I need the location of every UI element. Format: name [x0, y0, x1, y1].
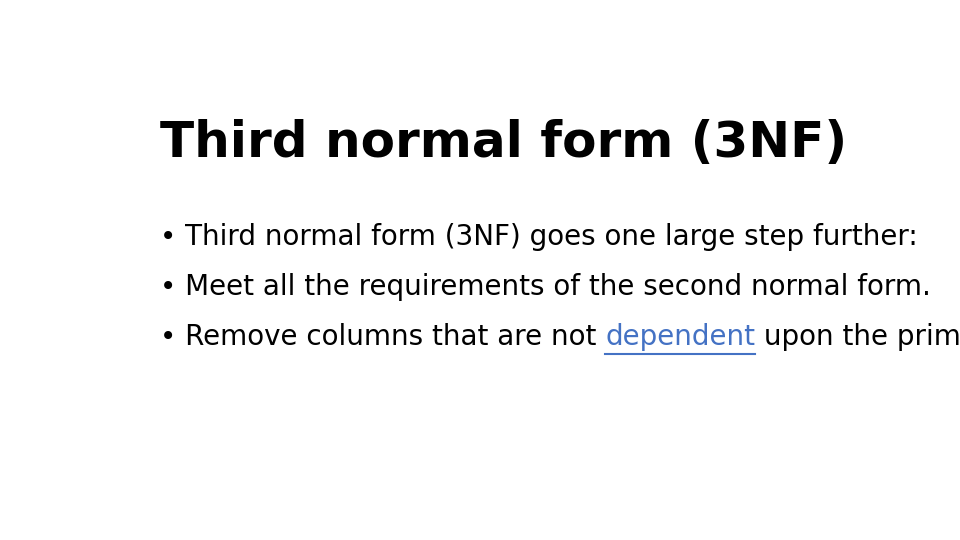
- Text: Third normal form (3NF): Third normal form (3NF): [160, 119, 848, 167]
- Text: • Third normal form (3NF) goes one large step further:: • Third normal form (3NF) goes one large…: [160, 223, 918, 251]
- Text: upon the primary key.: upon the primary key.: [756, 322, 960, 350]
- Text: • Meet all the requirements of the second normal form.: • Meet all the requirements of the secon…: [160, 273, 931, 301]
- Text: • Remove columns that are not: • Remove columns that are not: [160, 322, 606, 350]
- Text: dependent: dependent: [606, 322, 756, 350]
